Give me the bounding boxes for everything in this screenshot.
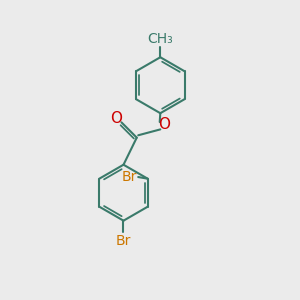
- Text: O: O: [110, 111, 122, 126]
- Text: O: O: [158, 118, 170, 133]
- Text: Br: Br: [116, 234, 131, 248]
- Text: CH₃: CH₃: [147, 32, 173, 46]
- Text: Br: Br: [122, 170, 137, 184]
